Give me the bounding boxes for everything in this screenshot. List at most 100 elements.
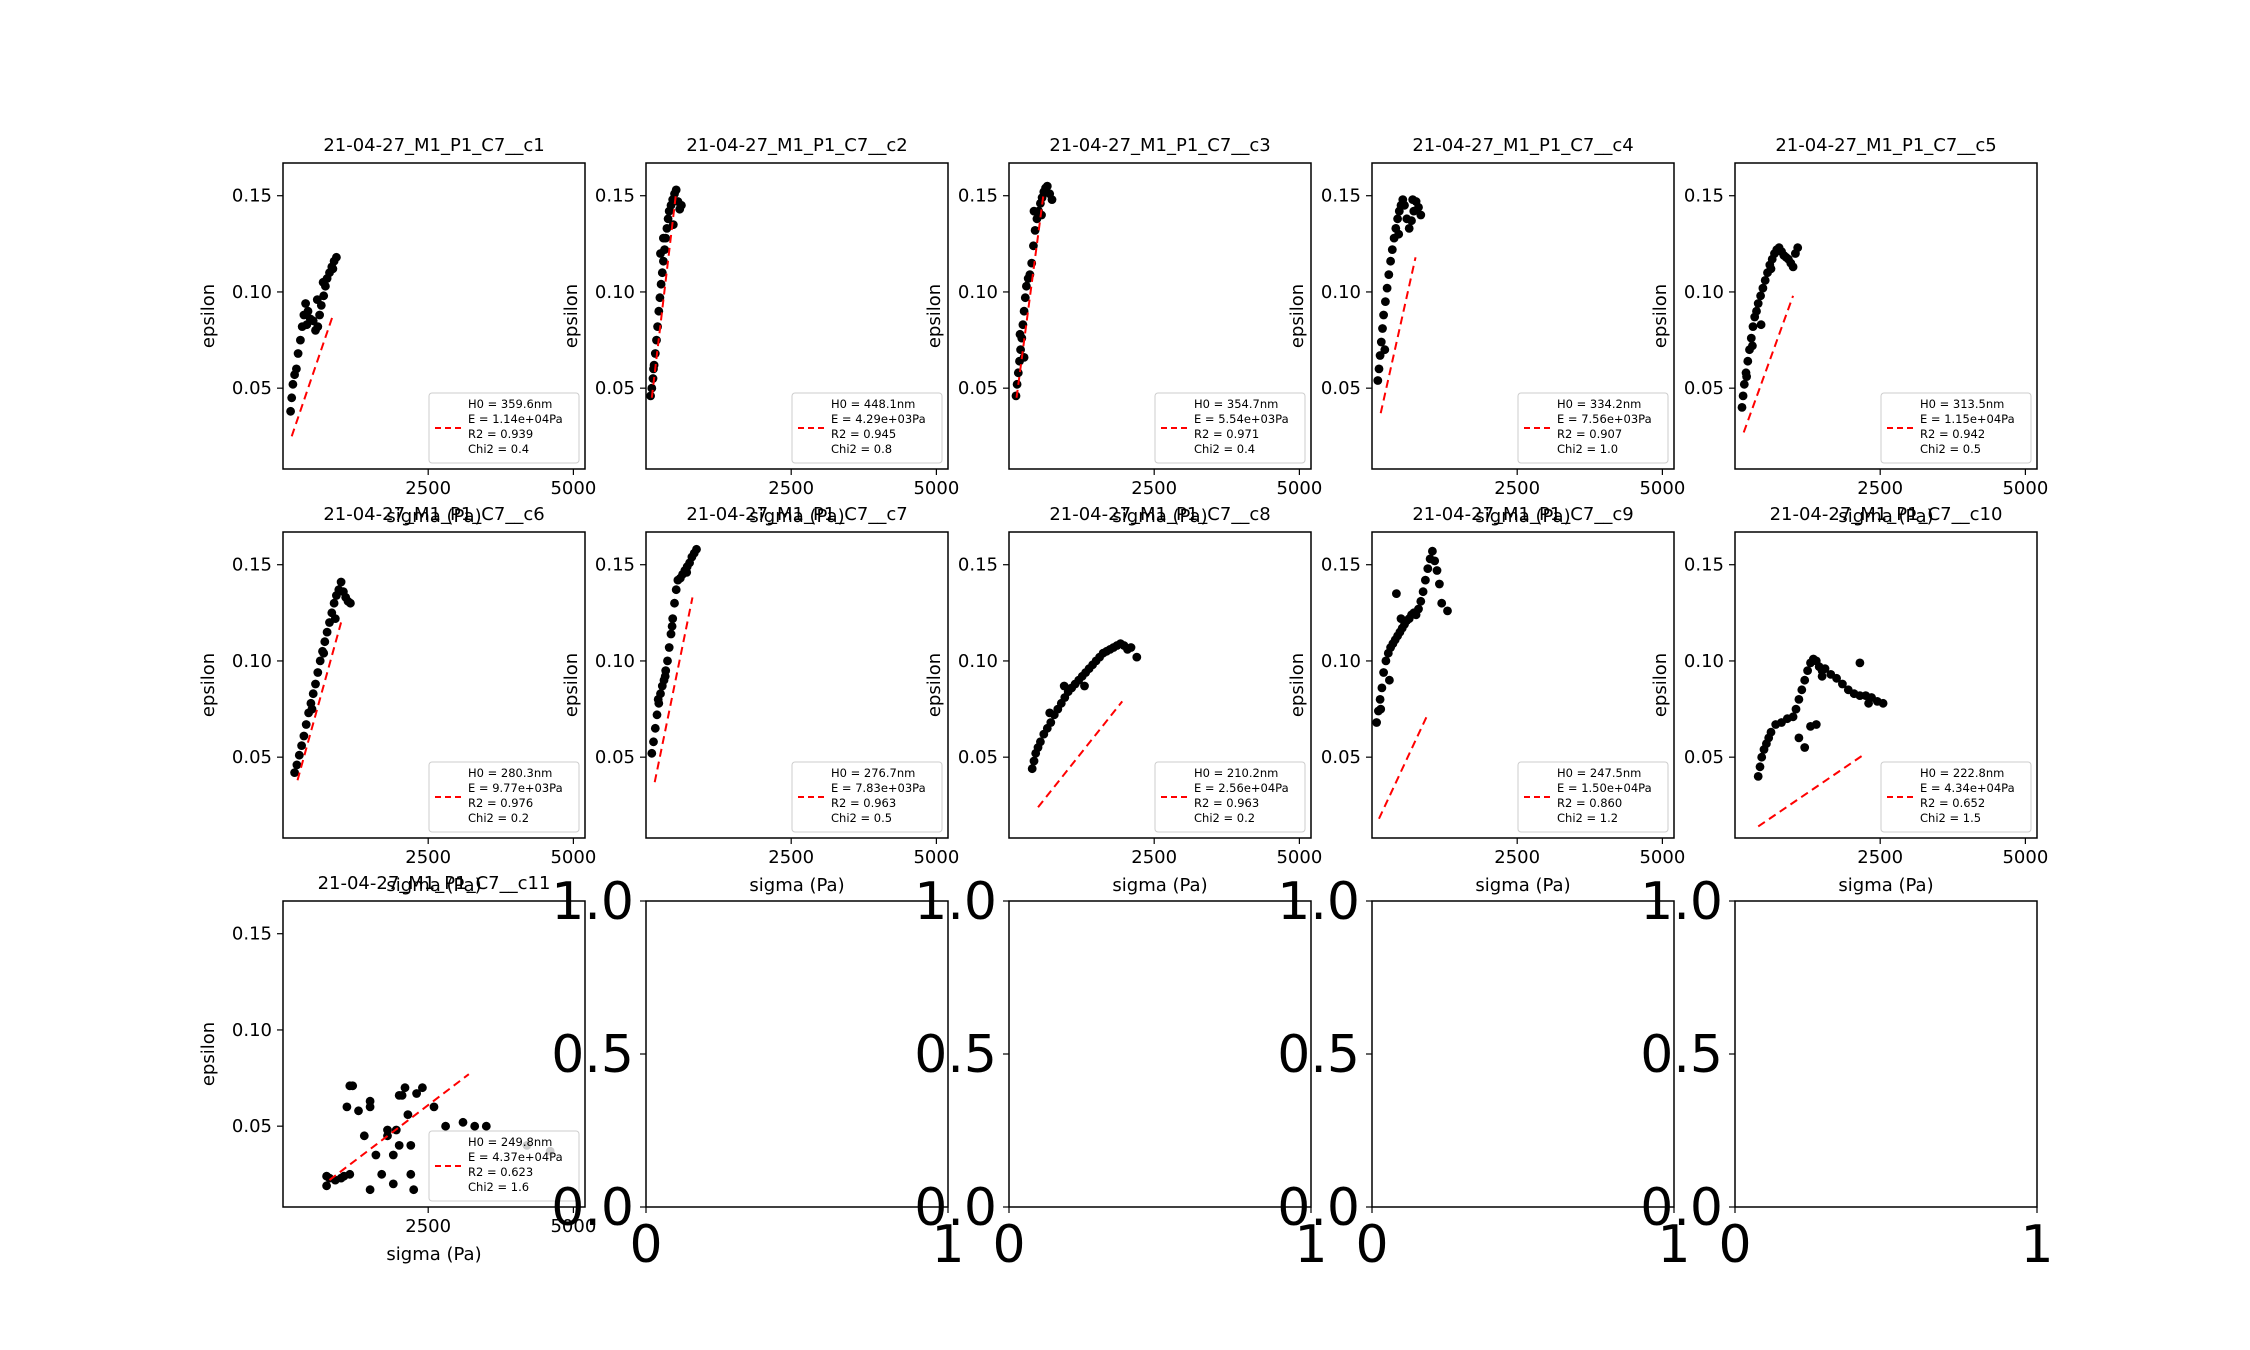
data-point bbox=[1126, 643, 1136, 652]
subplot-title: 21-04-27_M1_P1_C7__c5 bbox=[1775, 135, 1996, 156]
legend-text: R2 = 0.942 bbox=[1920, 427, 1985, 441]
legend-text: E = 7.83e+03Pa bbox=[831, 781, 926, 795]
fit-line bbox=[296, 622, 343, 781]
data-point bbox=[692, 544, 701, 554]
subplot-6: 21-04-27_M1_P1_C7__c6 2500 5000 0.05 0.10 0.1… bbox=[198, 504, 596, 896]
data-point bbox=[657, 268, 667, 278]
data-point bbox=[1385, 675, 1394, 685]
data-point bbox=[287, 393, 297, 403]
legend-text: Chi2 = 1.0 bbox=[1557, 442, 1618, 456]
y-tick-label: 0.5 bbox=[1277, 1025, 1360, 1085]
data-point bbox=[292, 364, 301, 374]
data-point bbox=[1016, 345, 1025, 355]
legend-text: R2 = 0.963 bbox=[1194, 796, 1259, 810]
legend-text: H0 = 280.3nm bbox=[468, 766, 552, 780]
data-point bbox=[1378, 324, 1387, 333]
data-point bbox=[1820, 664, 1830, 673]
data-point bbox=[1748, 322, 1758, 331]
data-point bbox=[1407, 216, 1416, 226]
x-tick-label: 2500 bbox=[1857, 478, 1903, 499]
data-point bbox=[1766, 264, 1776, 274]
data-point bbox=[301, 299, 310, 308]
data-point bbox=[1737, 403, 1747, 412]
legend-text: E = 9.77e+03Pa bbox=[468, 781, 563, 795]
y-tick-label: 0.0 bbox=[1640, 1178, 1723, 1238]
data-point bbox=[345, 1169, 355, 1179]
x-tick-label: 1 bbox=[1657, 1215, 1690, 1275]
fit-line bbox=[290, 316, 334, 437]
fit-line bbox=[1015, 191, 1045, 398]
data-point bbox=[1832, 673, 1841, 683]
x-tick-label: 0 bbox=[629, 1215, 662, 1275]
fit-line bbox=[1742, 295, 1795, 433]
data-point bbox=[418, 1083, 427, 1093]
axes-frame bbox=[1734, 531, 2038, 839]
data-point bbox=[1382, 283, 1392, 293]
data-point bbox=[1793, 243, 1803, 253]
legend-text: R2 = 0.623 bbox=[468, 1165, 533, 1179]
data-point bbox=[663, 656, 672, 666]
axes-frame bbox=[645, 162, 949, 470]
data-point bbox=[1794, 733, 1804, 743]
data-point bbox=[1738, 391, 1748, 401]
subplot-title: 21-04-27_M1_P1_C7__c6 bbox=[323, 504, 544, 525]
y-tick-label: 0.15 bbox=[1321, 186, 1361, 207]
data-point bbox=[303, 306, 313, 316]
y-tick-label: 0.15 bbox=[1321, 555, 1361, 576]
data-point bbox=[1746, 333, 1756, 343]
data-point bbox=[1013, 368, 1023, 378]
data-point bbox=[322, 1181, 331, 1191]
y-tick-label: 0.15 bbox=[232, 924, 272, 945]
y-tick-label: 0.05 bbox=[595, 378, 635, 399]
fit-line bbox=[1378, 716, 1428, 820]
data-point bbox=[1756, 291, 1765, 301]
data-point bbox=[648, 374, 658, 383]
y-tick-label: 0.05 bbox=[232, 1116, 272, 1137]
y-tick-label: 0.0 bbox=[1277, 1178, 1360, 1238]
subplot-9: 21-04-27_M1_P1_C7__c9 2500 5000 0.05 0.10 0.1… bbox=[1287, 504, 1685, 896]
data-point bbox=[297, 741, 306, 750]
data-point bbox=[470, 1121, 480, 1131]
legend-text: E = 4.29e+03Pa bbox=[831, 412, 926, 426]
data-point bbox=[286, 406, 295, 416]
data-point bbox=[652, 710, 662, 720]
data-point bbox=[1393, 214, 1402, 224]
legend-text: R2 = 0.652 bbox=[1920, 796, 1985, 810]
y-axis-label: epsilon bbox=[1650, 653, 1671, 717]
data-point bbox=[659, 256, 668, 266]
subplot-3: 21-04-27_M1_P1_C7__c3 2500 5000 0.05 0.10 0.1… bbox=[924, 135, 1322, 527]
data-point bbox=[1386, 256, 1395, 266]
subplot-5: 21-04-27_M1_P1_C7__c5 2500 5000 0.05 0.10 0.1… bbox=[1650, 135, 2048, 527]
data-point bbox=[1030, 226, 1040, 235]
data-point bbox=[1418, 587, 1428, 597]
x-tick-label: 5000 bbox=[913, 847, 959, 868]
data-point bbox=[1394, 229, 1404, 239]
y-tick-label: 1.0 bbox=[1277, 872, 1360, 932]
data-point bbox=[1800, 675, 1810, 685]
data-point bbox=[313, 668, 323, 677]
data-points bbox=[286, 252, 341, 437]
data-point bbox=[647, 383, 657, 393]
axes-frame bbox=[1008, 900, 1312, 1208]
x-axis-label: sigma (Pa) bbox=[386, 875, 481, 896]
subplot-title: 21-04-27_M1_P1_C7__c3 bbox=[1049, 135, 1270, 156]
y-axis-label: epsilon bbox=[924, 284, 945, 348]
data-point bbox=[662, 224, 672, 233]
legend-text: H0 = 210.2nm bbox=[1194, 766, 1278, 780]
data-point bbox=[330, 614, 340, 623]
y-axis-label: epsilon bbox=[1287, 284, 1308, 348]
data-point bbox=[1408, 195, 1418, 205]
data-point bbox=[320, 637, 330, 647]
y-tick-label: 0.10 bbox=[958, 282, 998, 303]
x-tick-label: 2500 bbox=[1857, 847, 1903, 868]
y-tick-label: 0.05 bbox=[595, 747, 635, 768]
x-axis-label: sigma (Pa) bbox=[1112, 506, 1207, 527]
data-point bbox=[400, 1083, 410, 1093]
subplot-title: 21-04-27_M1_P1_C7__c11 bbox=[318, 873, 551, 894]
data-point bbox=[397, 1091, 407, 1100]
data-point bbox=[1376, 704, 1386, 714]
